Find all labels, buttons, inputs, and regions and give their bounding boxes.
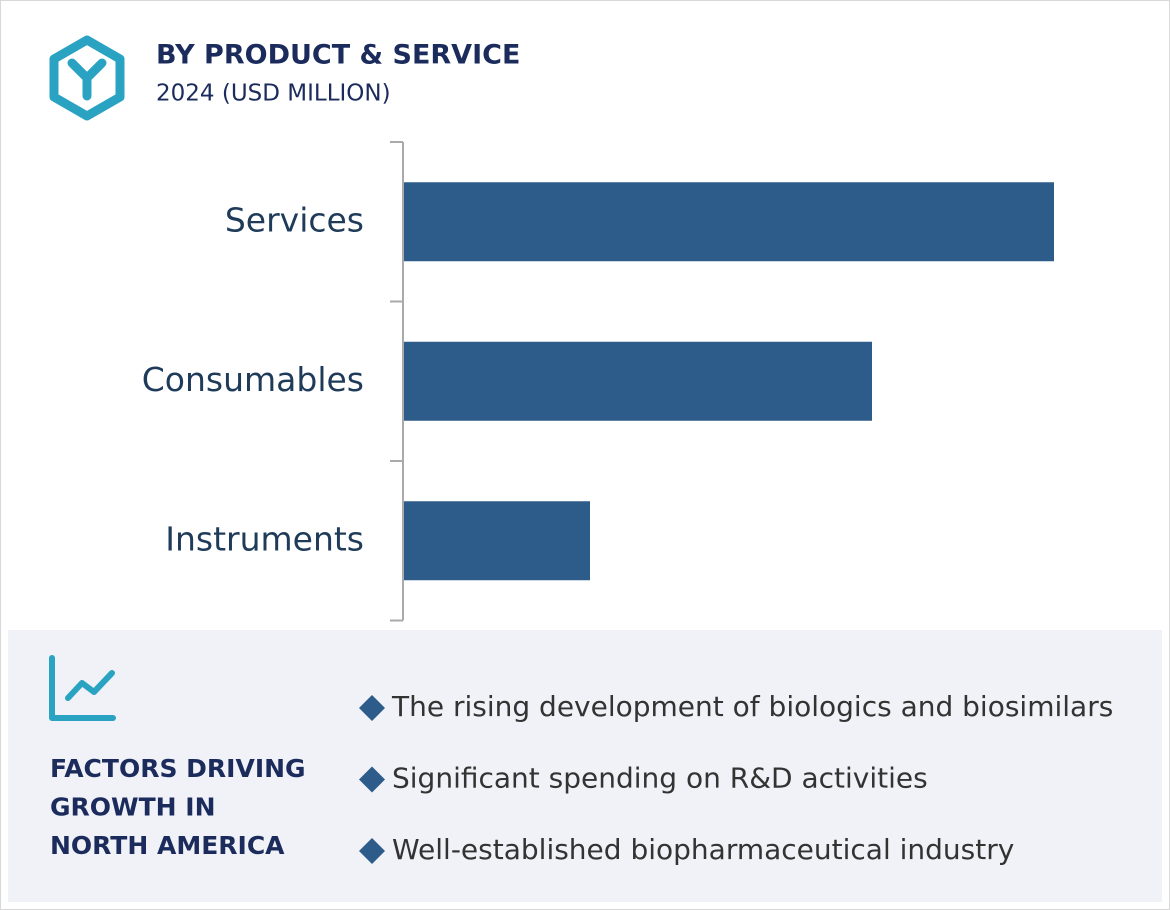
factors-title: GROWTH IN	[50, 793, 216, 822]
factors-title: FACTORS DRIVING	[50, 754, 306, 783]
bar	[404, 182, 1054, 262]
category-label: Consumables	[142, 360, 364, 399]
plot: Services Consumables Instruments	[142, 141, 1054, 622]
factor-item: Well-established biopharmaceutical indus…	[392, 833, 1014, 866]
factors-title: NORTH AMERICA	[50, 831, 285, 860]
factor-item: The rising development of biologics and …	[391, 690, 1113, 723]
bar	[404, 341, 872, 421]
bar	[404, 501, 590, 581]
bullet	[359, 838, 385, 864]
category-label: Instruments	[165, 519, 364, 558]
bullet	[359, 695, 385, 721]
product-icon	[49, 35, 125, 121]
bullet	[359, 766, 385, 793]
chart-subtitle: 2024 (USD MILLION)	[156, 81, 391, 107]
factor-item: Significant spending on R&D activities	[392, 762, 928, 795]
factors-panel	[8, 630, 1162, 902]
growth-icon	[49, 655, 116, 721]
category-label: Services	[225, 200, 364, 239]
chart-title: BY PRODUCT & SERVICE	[156, 40, 520, 71]
factors: FACTORS DRIVING GROWTH IN NORTH AMERICA The…	[50, 690, 1113, 866]
